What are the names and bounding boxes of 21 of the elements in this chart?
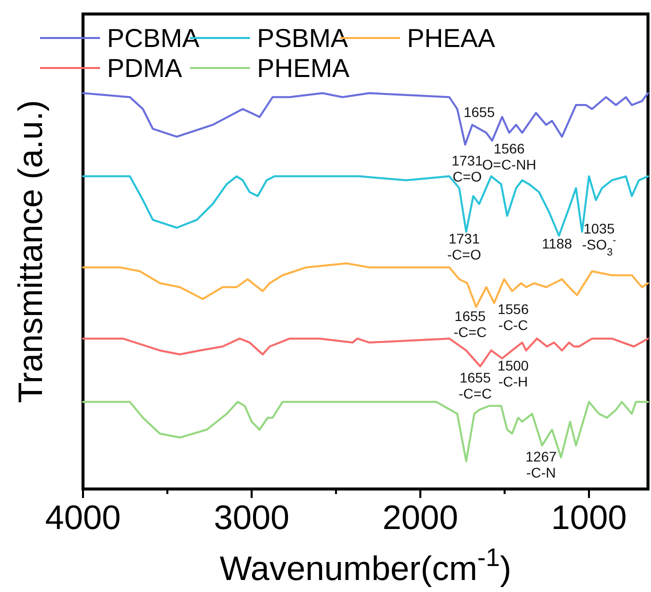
annotation: 1188: [542, 236, 572, 252]
annotation: 1731 C=O: [452, 152, 483, 185]
x-tick-label: 4000: [45, 499, 121, 537]
x-tick-label: 2000: [382, 499, 458, 537]
legend-label: PHEMA: [257, 53, 350, 83]
annotation: 1556 -C-C: [498, 300, 529, 333]
annotation: 1731 -C=O: [447, 230, 482, 263]
x-tick-label: 3000: [214, 499, 290, 537]
x-axis-title: Wavenumber(cm$^{-1}$): [220, 544, 512, 588]
annotation: 1655: [464, 104, 495, 120]
legend-label: PHEAA: [407, 23, 496, 53]
y-axis-title: Transmittance (a.u.): [12, 100, 50, 403]
annotation: 1655 -C=C: [458, 369, 492, 402]
annotation: 1267 -C-N: [526, 448, 557, 480]
annotation: 1500 -C-H: [498, 357, 529, 390]
annotation: 1655 -C=C: [454, 308, 487, 340]
legend-label: PSBMA: [257, 23, 349, 53]
x-tick-label: 1000: [551, 499, 627, 537]
annotation: 1566 O=C-NH: [482, 140, 536, 173]
legend-label: PDMA: [107, 53, 183, 83]
legend-label: PCBMA: [107, 23, 200, 53]
